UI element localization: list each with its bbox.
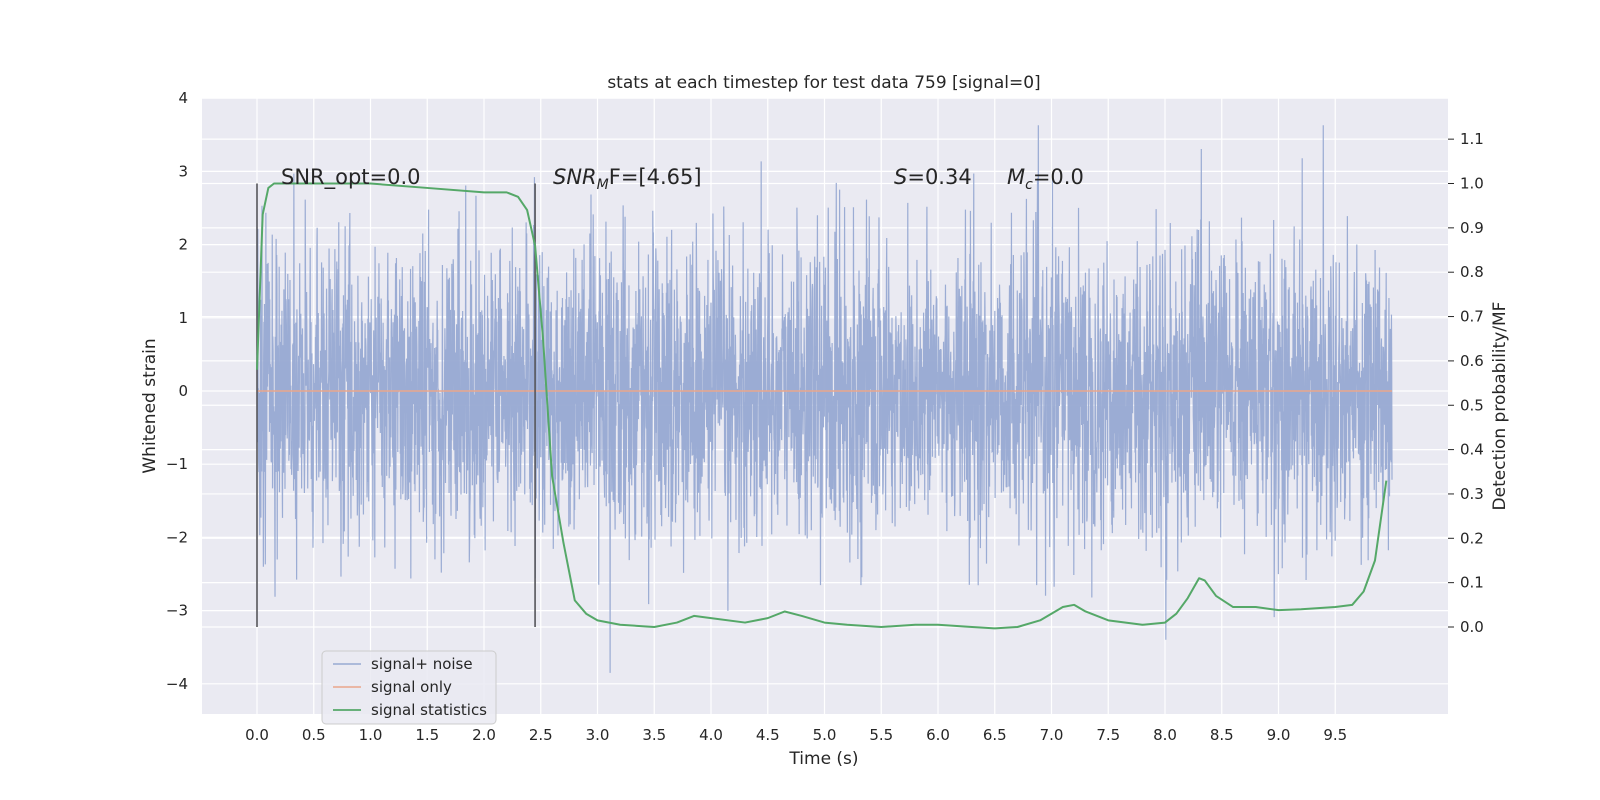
y-right-tick-label: 0.9 — [1460, 219, 1484, 237]
x-tick-label: 8.0 — [1153, 726, 1177, 744]
x-tick-label: 6.0 — [926, 726, 950, 744]
signal-statistics-line — [256, 182, 1388, 630]
y-right-tick-label: 0.8 — [1460, 263, 1484, 281]
x-tick-label: 6.5 — [983, 726, 1007, 744]
chart-title: stats at each timestep for test data 759… — [607, 73, 1040, 93]
y-right-tick-label: 1.1 — [1460, 130, 1484, 148]
y-right-tick-label: 0.7 — [1460, 308, 1484, 326]
y-tick-label: 0 — [178, 382, 188, 400]
x-tick-label: 7.0 — [1040, 726, 1064, 744]
y-axis-right-ticks: 0.0 0.1 0.2 0.3 0.4 0.5 0.6 0.7 0.8 0.9 1.0 1.1 — [1448, 130, 1484, 636]
y-right-tick-label: 0.2 — [1460, 529, 1484, 547]
annotation-s: S=0.34 — [894, 165, 972, 189]
x-tick-label: 3.5 — [642, 726, 666, 744]
x-tick-label: 5.0 — [813, 726, 837, 744]
y-axis-left-ticks: −4 −3 −2 −1 0 1 2 3 4 — [166, 89, 188, 693]
y-tick-label: 1 — [178, 309, 188, 327]
annotation-s-value: =0.34 — [907, 165, 971, 189]
annotation-mc: Mc=0.0 — [1007, 165, 1084, 193]
vertical-markers — [256, 183, 536, 627]
x-tick-label: 7.5 — [1096, 726, 1120, 744]
legend-box — [321, 650, 497, 725]
series-signal-statistics — [256, 182, 1388, 630]
annotation-mc-value: =0.0 — [1033, 165, 1084, 189]
x-tick-label: 0.0 — [245, 726, 269, 744]
series-signal-plus-noise — [256, 125, 1393, 673]
y-right-tick-label: 0.0 — [1460, 618, 1484, 636]
y-tick-label: 2 — [178, 236, 188, 254]
y-right-tick-label: 0.5 — [1460, 396, 1484, 414]
y-tick-label: 4 — [178, 89, 188, 107]
y-axis-right-label: Detection probability/MF — [1490, 302, 1510, 511]
annotation-snr-mf-base: SNR — [553, 165, 597, 189]
x-tick-label: 5.5 — [869, 726, 893, 744]
x-tick-label: 2.0 — [472, 726, 496, 744]
x-tick-label: 4.5 — [756, 726, 780, 744]
x-tick-label: 2.5 — [529, 726, 553, 744]
legend-label-signal-statistics: signal statistics — [371, 701, 487, 719]
y-tick-label: −1 — [166, 455, 188, 473]
x-axis-label: Time (s) — [788, 749, 858, 769]
y-right-tick-label: 0.1 — [1460, 574, 1484, 592]
legend: signal+ noise signal only signal statist… — [321, 650, 497, 725]
x-tick-label: 8.5 — [1210, 726, 1234, 744]
legend-label-signal-only: signal only — [371, 678, 452, 696]
x-tick-label: 4.0 — [699, 726, 723, 744]
y-right-tick-label: 1.0 — [1460, 175, 1484, 193]
x-tick-label: 1.5 — [415, 726, 439, 744]
y-tick-label: −2 — [166, 528, 188, 546]
y-tick-label: −3 — [166, 602, 188, 620]
annotation-snr-mf-sub: M — [597, 177, 609, 193]
x-tick-label: 3.0 — [586, 726, 610, 744]
y-tick-label: 3 — [178, 162, 188, 180]
y-right-tick-label: 0.4 — [1460, 441, 1484, 459]
legend-label-signal-plus-noise: signal+ noise — [371, 655, 473, 673]
annotation-s-var: S — [894, 165, 907, 189]
x-tick-label: 9.5 — [1323, 726, 1347, 744]
y-tick-label: −4 — [166, 675, 188, 693]
x-tick-label: 1.0 — [359, 726, 383, 744]
annotation-mc-var: M — [1007, 165, 1025, 189]
x-axis-ticks: 0.0 0.5 1.0 1.5 2.0 2.5 3.0 3.5 4.0 4.5 5.0 5.5 6.0 6… — [245, 726, 1347, 744]
y-right-tick-label: 0.6 — [1460, 352, 1484, 370]
x-tick-label: 9.0 — [1267, 726, 1291, 744]
y-right-tick-label: 0.3 — [1460, 485, 1484, 503]
noise-trace — [256, 125, 1393, 673]
x-tick-label: 0.5 — [302, 726, 326, 744]
annotation-snr-mf: SNRMF=[4.65] — [553, 165, 702, 193]
annotation-snr-mf-rest: F=[4.65] — [609, 165, 702, 189]
y-axis-left-label: Whitened strain — [140, 338, 160, 473]
annotation-mc-sub: c — [1025, 177, 1033, 193]
annotation-snr-opt: SNR_opt=0.0 — [281, 165, 421, 190]
